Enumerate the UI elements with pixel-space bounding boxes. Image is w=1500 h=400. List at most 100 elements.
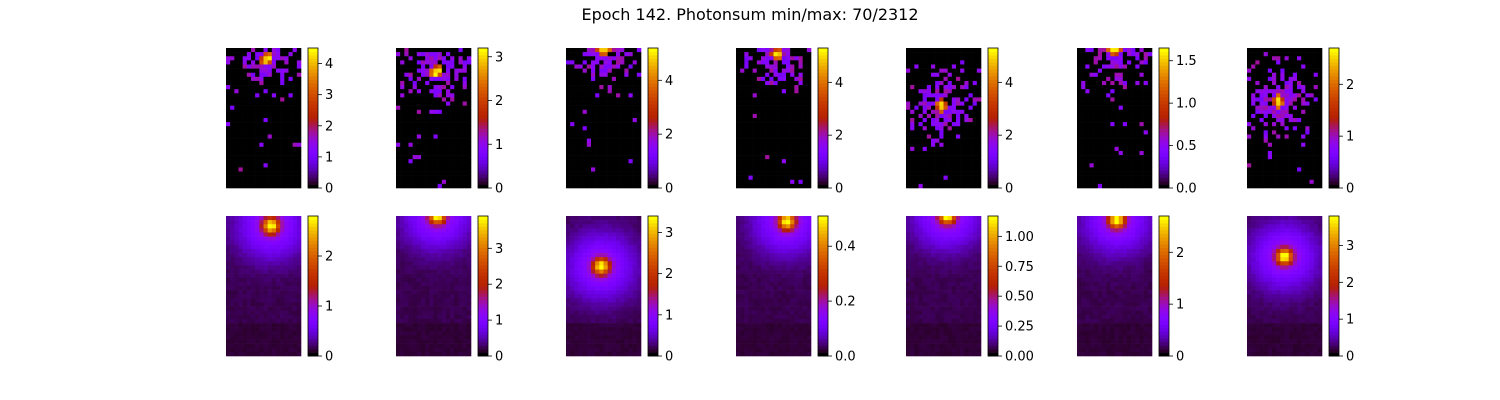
heatmap-cell [267,167,273,172]
heatmap-cell [806,175,812,181]
heatmap-cell [744,97,749,102]
heatmap-cell [234,183,239,189]
heatmap-cell [288,257,293,262]
colorbar-segment [1159,132,1169,136]
heatmap-cell [806,56,812,61]
heatmap-cell [466,48,472,53]
colorbar-segment [648,97,658,101]
heatmap-cell [636,179,642,185]
heatmap-cell [752,68,758,74]
heatmap-cell [1276,179,1281,185]
heatmap-cell [251,269,256,274]
heatmap-cell [276,150,281,156]
heatmap-cell [454,134,459,139]
heatmap-cell [1272,72,1277,78]
colorbar-segment [478,184,488,189]
colorbar-segment [988,72,998,77]
heatmap-cell [271,273,277,279]
colorbar-segment [478,107,488,112]
colorbar-segment [1329,65,1339,70]
heatmap-cell [1280,109,1285,115]
heatmap-cell [922,146,928,152]
heatmap-cell [1305,72,1310,78]
heatmap-cell [259,76,264,82]
colorbar-segment [1329,107,1339,112]
heatmap-cell [960,72,965,78]
heatmap-cell [242,72,248,78]
heatmap-cell [1301,179,1306,185]
heatmap-cell [1301,113,1306,119]
heatmap-cell [968,93,973,98]
heatmap-cell [1255,126,1260,131]
heatmap-cell [906,76,911,82]
heatmap-cell [1093,72,1099,78]
heatmap-cell [396,68,401,74]
heatmap-cell [922,122,928,127]
heatmap-cell [1272,126,1277,131]
heatmap-cell [458,68,463,74]
heatmap-cell [628,155,633,160]
colorbar-tick-label: 0.5 [1176,139,1197,154]
heatmap-cell [926,171,932,176]
heatmap-cell [255,159,260,164]
heatmap-cell [1301,93,1306,98]
heatmap-cell [781,134,787,139]
colorbar-segment [648,100,658,105]
heatmap-cell [1292,179,1298,185]
heatmap-cell [935,138,940,144]
heatmap-cell [280,68,285,74]
heatmap-cell [586,150,592,156]
heatmap-cell [1106,105,1111,111]
heatmap-cell [226,72,231,78]
heatmap-cell [412,89,418,94]
heatmap-cell [1077,109,1082,115]
heatmap-cell [425,97,430,102]
heatmap-cell [777,85,783,90]
heatmap-cell [918,118,923,123]
heatmap-cell [408,155,413,160]
heatmap-cell [1097,175,1103,181]
heatmap-cell [939,179,944,185]
heatmap-cell [628,109,633,115]
heatmap-cell [1097,155,1103,160]
heatmap-cell [255,89,260,94]
heatmap-cell [1131,175,1136,181]
heatmap-cell [259,126,264,131]
heatmap-cell [1284,97,1289,102]
heatmap-cell [267,286,273,291]
heatmap-cell [429,60,434,65]
heatmap-cell [276,105,281,111]
heatmap-cell [267,220,273,225]
heatmap-cell [1131,163,1136,168]
heatmap-cell [296,155,302,160]
heatmap-cell [1305,179,1310,185]
heatmap-cell [404,56,409,61]
heatmap-cell [616,130,621,135]
heatmap-cell [960,122,965,127]
heatmap-cell [926,122,932,127]
heatmap-cell [781,138,787,144]
heatmap-cell [736,118,741,123]
heatmap-cell [736,93,741,98]
heatmap-cell [744,52,749,57]
heatmap-cell [794,76,799,82]
heatmap-cell [246,101,252,106]
heatmap-cell [242,122,248,127]
heatmap-cell [246,105,252,111]
heatmap-cell [960,89,965,94]
heatmap-cell [1147,105,1153,111]
heatmap-cell [761,93,766,98]
heatmap-cell [412,179,418,185]
heatmap-cell [926,167,932,172]
colorbar-segment [1329,114,1339,119]
heatmap-cell [446,85,451,90]
heatmap-cell [935,163,940,168]
heatmap-cell [632,60,638,65]
heatmap-cell [255,56,260,61]
heatmap-cell [280,146,285,152]
heatmap-cell [259,269,264,274]
colorbar-segment [1159,146,1169,150]
heatmap-cell [288,122,293,127]
heatmap-cell [798,126,803,131]
heatmap-cell [284,146,289,152]
